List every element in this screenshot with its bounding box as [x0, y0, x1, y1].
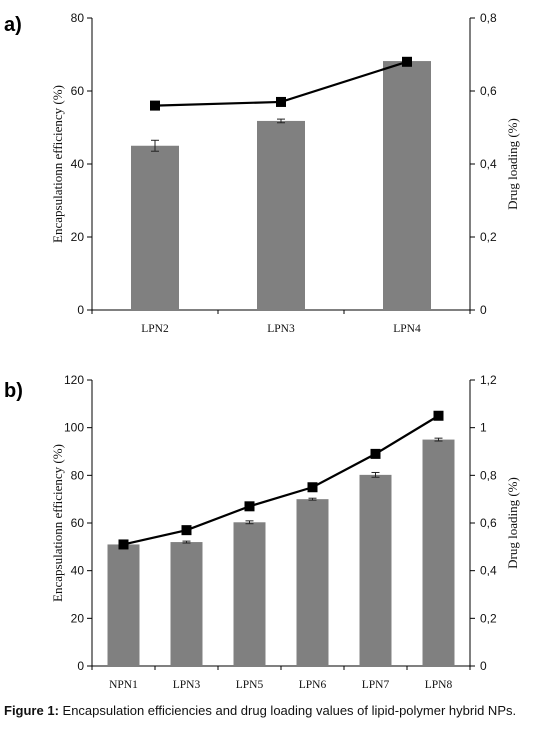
y2-tick-label: 0,6: [480, 516, 497, 530]
x-tick-label: LPN5: [236, 679, 264, 691]
y2-tick-label: 0,2: [480, 611, 497, 625]
y2-tick-label: 0,8: [480, 11, 497, 25]
y2-tick-label: 0,4: [480, 564, 497, 578]
x-tick-label: LPN6: [299, 679, 327, 691]
bar: [257, 120, 305, 311]
y-tick-label: 40: [71, 157, 85, 171]
y2-tick-label: 1,2: [480, 373, 497, 387]
y-axis-title: Encapsulationn efficiency (%): [50, 444, 65, 602]
drug-loading-point: [150, 100, 160, 111]
drug-loading-point: [370, 448, 381, 459]
y-tick-label: 80: [71, 468, 85, 482]
drug-loading-line: [123, 414, 440, 546]
bar: [383, 61, 431, 310]
y-tick-label: 20: [71, 230, 85, 244]
panel-b-label: b): [4, 380, 23, 402]
y-tick-label: 100: [64, 421, 84, 435]
drug-loading-point: [181, 525, 192, 536]
drug-loading-point: [402, 56, 412, 67]
y2-tick-label: 0,2: [480, 230, 497, 244]
y2-tick-label: 0: [480, 303, 487, 317]
bar: [233, 522, 266, 666]
x-tick-label: LPN3: [267, 323, 295, 335]
x-tick-label: LPN2: [141, 323, 169, 335]
y-tick-label: 60: [71, 84, 85, 98]
y2-tick-label: 0,6: [480, 84, 497, 98]
drug-loading-point: [433, 410, 444, 421]
y2-axis-title: Drug loading (%): [505, 477, 520, 569]
x-tick-label: LPN8: [425, 679, 453, 691]
figure-caption: Figure 1: Encapsulation efficiencies and…: [4, 703, 531, 718]
panel-a-label: a): [4, 14, 22, 36]
drug-loading-point: [244, 501, 255, 512]
x-tick-label: LPN7: [362, 679, 390, 691]
y-tick-label: 20: [71, 611, 85, 625]
y-tick-label: 0: [77, 303, 84, 317]
y-tick-label: 60: [71, 516, 85, 530]
bar: [170, 542, 203, 666]
y2-axis-title: Drug loading (%): [505, 118, 520, 210]
x-tick-label: LPN4: [393, 323, 421, 335]
y2-tick-label: 0,8: [480, 468, 497, 482]
caption-label: Figure 1:: [4, 703, 59, 718]
panel-b: b) 0 20 40 60 80 100 120 0 0,2 0,4 0,6 0,8 1 1,2 NPN1 L…: [4, 373, 520, 691]
y2-tick-label: 0: [480, 659, 487, 673]
y-tick-label: 80: [71, 11, 85, 25]
bar: [422, 439, 455, 666]
bar: [107, 544, 140, 666]
y2-tick-label: 1: [480, 421, 487, 435]
drug-loading-point: [118, 539, 129, 550]
bar: [359, 474, 392, 666]
drug-loading-point: [307, 482, 318, 493]
y-tick-label: 120: [64, 373, 84, 387]
drug-loading-point: [276, 96, 286, 107]
bar: [131, 145, 179, 310]
y2-tick-label: 0,4: [480, 157, 497, 171]
x-tick-label: LPN3: [173, 679, 201, 691]
panel-a: a) 0 20 40 60 80 0 0,2 0,4 0,6 0,8 LPN2 LPN3 LPN4 Enc…: [4, 11, 520, 335]
y-axis-title: Encapsulationn efficiency (%): [50, 85, 65, 243]
y-tick-label: 40: [71, 564, 85, 578]
caption-text: Encapsulation efficiencies and drug load…: [62, 703, 517, 718]
x-tick-label: NPN1: [109, 679, 138, 691]
y-tick-label: 0: [77, 659, 84, 673]
bar: [296, 499, 329, 666]
